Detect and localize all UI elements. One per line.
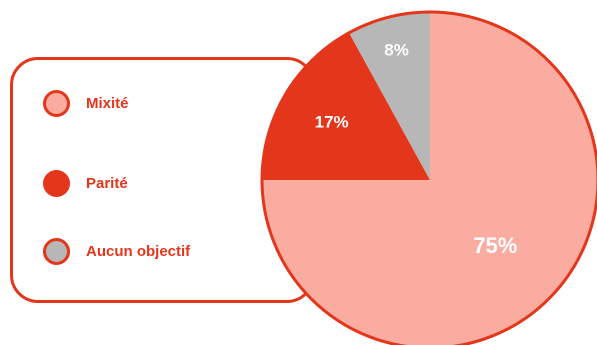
pie-label-mixit-: 75%: [473, 233, 517, 258]
legend-swatch-mixite: [43, 90, 70, 117]
legend-item-parite: Parité: [43, 170, 128, 197]
pie-slice-aucun-objectif: [349, 12, 430, 180]
legend-swatch-aucun-objectif: [43, 238, 70, 265]
pie-label-parit-: 17%: [315, 112, 349, 131]
legend-label-aucun-objectif: Aucun objectif: [86, 243, 191, 260]
pie-label-aucun-objectif: 8%: [384, 40, 409, 59]
legend-label-mixite: Mixité: [86, 95, 129, 112]
pie-outline: [260, 10, 597, 345]
legend-label-parite: Parité: [86, 175, 128, 192]
legend-swatch-parite: [43, 170, 70, 197]
pie-slice-mixit-: [262, 12, 597, 345]
legend-item-aucun-objectif: Aucun objectif: [43, 238, 190, 265]
legend-item-mixite: Mixité: [43, 90, 129, 117]
